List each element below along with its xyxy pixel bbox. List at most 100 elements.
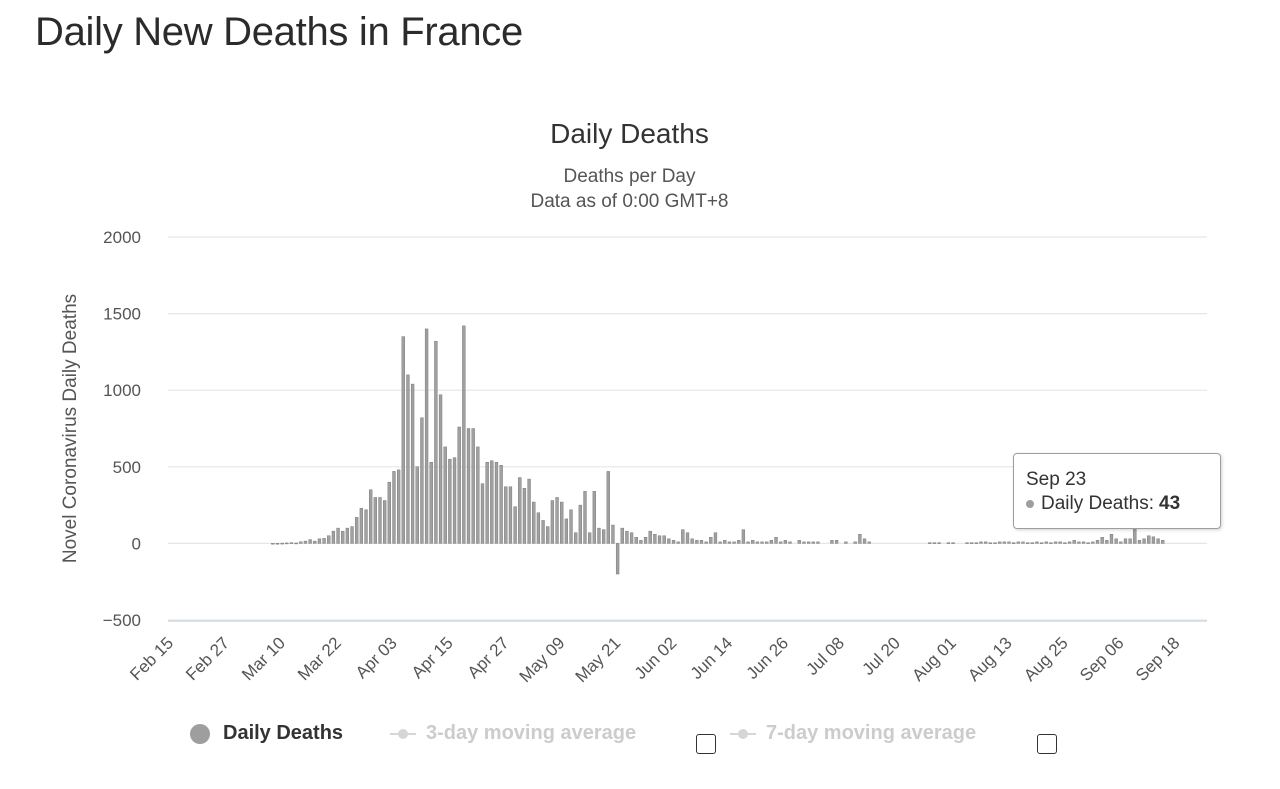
bar [765,541,769,544]
bar [620,527,624,544]
x-tick-label: Aug 01 [908,633,960,685]
bar [1114,538,1118,544]
chart-subtitle-line-2: Data as of 0:00 GMT+8 [530,191,729,212]
bar [783,540,787,544]
bar [685,532,690,544]
bar [355,517,359,544]
bar [494,462,499,544]
x-tick-label: May 09 [516,633,569,686]
bar [457,426,461,544]
x-tick-label: Apr 15 [408,633,457,682]
bar [806,541,811,544]
bar [299,541,303,544]
bar [466,428,471,544]
bar [811,541,815,544]
checkbox-3-day-average[interactable] [696,734,716,754]
bar [336,527,340,544]
bar [378,497,382,544]
bar [518,477,522,544]
bar [522,488,527,544]
bar [1137,540,1142,544]
bar [760,541,764,544]
bar [578,504,582,544]
x-tick-label: Jun 02 [631,633,681,683]
y-tick-label: 1500 [103,305,141,324]
bar [564,518,569,544]
bar [546,526,550,544]
bar [443,446,447,544]
bar [802,541,806,544]
x-tick-label: Sep 18 [1132,633,1184,685]
bar [676,541,680,544]
chart-tooltip: Sep 23 Daily Deaths: 43 [1013,453,1221,529]
bar [639,540,643,544]
bar [788,541,792,544]
legend-item-3-day-average[interactable]: 3-day moving average [390,722,636,745]
bar [550,500,555,544]
y-tick-label: 1000 [103,381,141,400]
x-tick-label: Jun 14 [687,633,737,683]
x-tick-label: Feb 27 [182,633,233,684]
bar [592,491,596,544]
bar [462,325,466,544]
bar [1147,535,1151,544]
legend-dot-icon [190,723,210,744]
bar [681,529,685,544]
checkbox-7-day-average[interactable] [1037,734,1057,754]
bar [285,542,289,545]
legend-label-daily-deaths: Daily Deaths [223,722,344,744]
bar [1081,541,1086,544]
bar [1035,541,1039,544]
bar [988,542,992,544]
y-tick-label: 0 [132,534,141,553]
bar [965,542,969,544]
bar [364,509,368,544]
bar [1021,541,1025,544]
x-tick-label: Mar 10 [238,633,289,684]
bar [629,532,634,544]
bar [1133,527,1137,544]
bar [946,542,951,544]
bar [438,394,443,544]
chart-title: Daily Deaths [550,118,709,149]
tooltip-series-label: Daily Deaths: [1041,493,1154,514]
x-tick-label: Apr 03 [352,633,401,682]
bar [727,541,732,544]
bar [970,542,974,544]
bar [471,428,475,544]
bar [1025,542,1030,544]
bar [690,538,694,544]
bar [331,530,336,544]
legend-item-7-day-average[interactable]: 7-day moving average [730,722,976,745]
bar [1072,540,1076,544]
y-tick-label: 500 [113,458,141,477]
bar [709,537,713,544]
bar [653,534,657,544]
bar [657,535,662,544]
bar [387,481,391,544]
legend-item-daily-deaths[interactable]: Daily Deaths [190,722,343,745]
bar [401,336,405,544]
bar [504,486,508,544]
bar [713,532,718,544]
bar [1053,541,1058,544]
bar [271,543,275,545]
bar [485,462,489,544]
bar [667,538,671,544]
bar [1119,541,1123,544]
bar [611,524,615,544]
x-tick-label: Jul 20 [858,633,904,679]
bar [383,500,387,544]
y-axis-title: Novel Coronavirus Daily Deaths [60,294,81,563]
bar [1044,541,1048,544]
y-tick-label: 2000 [103,228,141,247]
bar [625,530,629,544]
bar [1151,536,1156,544]
legend-line-marker-icon [390,727,416,741]
bar [998,541,1002,544]
bar [1011,542,1016,544]
legend-label-3-day-average: 3-day moving average [426,722,637,744]
bar [294,542,298,545]
bar [769,540,774,544]
